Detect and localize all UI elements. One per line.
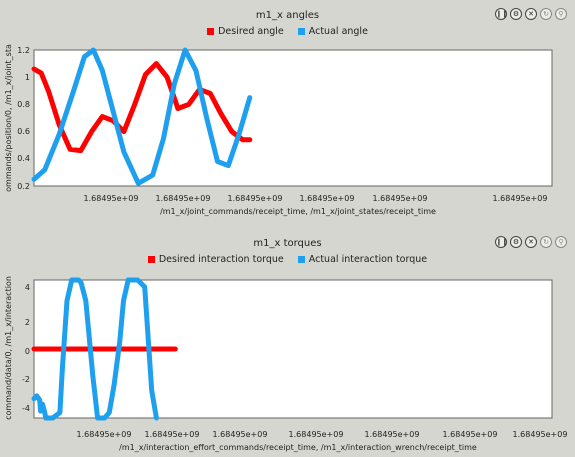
- chart-title: m1_x angles: [255, 10, 320, 21]
- x-tick-label: 1.68495e+09: [493, 194, 548, 203]
- x-tick-label: 1.68495e+09: [373, 194, 428, 203]
- close-icon[interactable]: ✕: [525, 236, 537, 248]
- legend-item[interactable]: Desired interaction torque: [147, 254, 284, 265]
- close-icon[interactable]: ✕: [525, 8, 537, 20]
- legend-label: Actual interaction torque: [308, 254, 428, 265]
- series-line-2: [31, 277, 159, 421]
- chart-legend: Desired interaction torque Actual intera…: [0, 254, 575, 265]
- y-tick-label: 0.6: [17, 127, 30, 136]
- legend-label: Desired interaction torque: [158, 254, 284, 265]
- y-tick-label: 0.8: [17, 100, 30, 109]
- legend-label: Actual angle: [308, 26, 368, 37]
- x-tick-label: 1.68495e+09: [84, 194, 139, 203]
- chart-canvas[interactable]: 4 2 0 -2 -4 1.68495e+09 1.68495e+09 1.68…: [0, 228, 575, 457]
- refresh-icon[interactable]: ↻: [540, 8, 552, 20]
- legend-item[interactable]: Desired angle: [207, 26, 284, 37]
- legend-swatch: [297, 28, 305, 35]
- x-axis-label: /m1_x/interaction_effort_commands/receip…: [119, 443, 477, 452]
- y-tick-label: 0.2: [17, 182, 30, 191]
- x-tick-label: 1.68495e+09: [77, 430, 132, 439]
- legend-swatch: [147, 256, 155, 263]
- x-tick-label: 1.68495e+09: [228, 194, 283, 203]
- legend-label: Desired angle: [218, 26, 284, 37]
- series-line-1: [31, 61, 253, 154]
- settings-icon[interactable]: ⚙: [510, 236, 522, 248]
- chart-canvas[interactable]: 1.2 1 0.8 0.6 0.4 0.2 1.68495e+09 1.6849…: [0, 0, 575, 228]
- x-tick-label: 1.68495e+09: [513, 430, 568, 439]
- zoom-icon[interactable]: ⚲: [555, 8, 567, 20]
- x-axis-label: /m1_x/joint_commands/receipt_time, /m1_x…: [160, 207, 436, 216]
- x-tick-label: 1.68495e+09: [365, 430, 420, 439]
- plot-toolbar: ❙❙ ⚙ ✕ ↻ ⚲: [495, 8, 567, 20]
- y-tick-label: 4: [25, 283, 30, 292]
- legend-swatch: [297, 256, 305, 263]
- y-tick-label: 1.2: [17, 46, 30, 55]
- torques-plot-panel: m1_x torques ❙❙ ⚙ ✕ ↻ ⚲ Desired interact…: [0, 228, 575, 457]
- settings-icon[interactable]: ⚙: [510, 8, 522, 20]
- y-axis-label: ommands/position/0, /m1_x/joint_sta: [4, 44, 13, 192]
- y-tick-label: -2: [22, 375, 30, 384]
- pause-icon[interactable]: ❙❙: [495, 236, 508, 248]
- zoom-icon[interactable]: ⚲: [555, 236, 567, 248]
- y-axis-label: command/data/0, /m1_x/interaction: [4, 276, 13, 420]
- series-line-2: [31, 47, 253, 186]
- x-tick-label: 1.68495e+09: [443, 430, 498, 439]
- y-tick-label: 1: [25, 73, 30, 82]
- legend-item[interactable]: Actual interaction torque: [297, 254, 428, 265]
- x-tick-label: 1.68495e+09: [213, 430, 268, 439]
- x-tick-label: 1.68495e+09: [145, 430, 200, 439]
- chart-legend: Desired angle Actual angle: [0, 26, 575, 37]
- y-tick-label: -4: [22, 404, 30, 413]
- x-tick-label: 1.68495e+09: [300, 194, 355, 203]
- y-tick-label: 0.4: [17, 154, 30, 163]
- pause-icon[interactable]: ❙❙: [495, 8, 508, 20]
- plot-toolbar: ❙❙ ⚙ ✕ ↻ ⚲: [495, 236, 567, 248]
- legend-item[interactable]: Actual angle: [297, 26, 368, 37]
- y-tick-label: 0: [25, 347, 30, 356]
- plot-area[interactable]: [33, 49, 553, 187]
- legend-swatch: [207, 28, 215, 35]
- y-tick-label: 2: [25, 318, 30, 327]
- refresh-icon[interactable]: ↻: [540, 236, 552, 248]
- x-tick-label: 1.68495e+09: [156, 194, 211, 203]
- angles-plot-panel: m1_x angles ❙❙ ⚙ ✕ ↻ ⚲ Desired angle Act…: [0, 0, 575, 228]
- chart-title: m1_x torques: [253, 238, 322, 249]
- x-tick-label: 1.68495e+09: [289, 430, 344, 439]
